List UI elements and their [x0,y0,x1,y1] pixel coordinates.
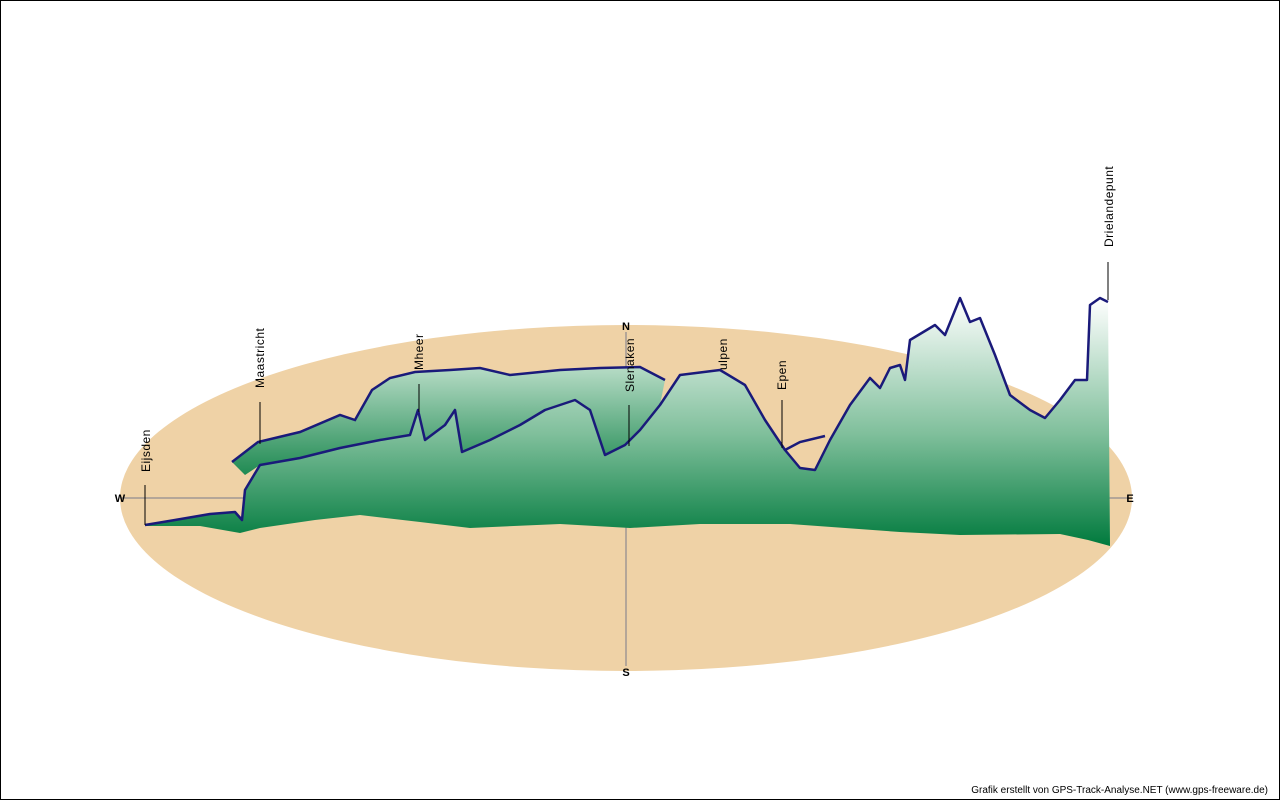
place-label: Epen [775,360,789,390]
place-label: ulpen [716,338,730,370]
place-label: Maastricht [253,327,267,388]
place-label: Mheer [412,333,426,370]
back-track-line [231,365,826,463]
compass-north: N [622,321,630,333]
front-track-line [144,296,1109,527]
place-pointers [144,262,1109,525]
back-curtain [232,367,665,475]
front-curtain [145,298,1110,546]
compass-east: E [1126,493,1133,505]
place-label: Drielandepunt [1102,166,1116,247]
place-label: Eijsden [139,429,153,472]
place-label: Slenaken [623,338,637,392]
compass-west: W [115,493,126,505]
credit: Grafik erstellt von GPS-Track-Analyse.NE… [971,785,1268,796]
compass-south: S [622,667,629,679]
